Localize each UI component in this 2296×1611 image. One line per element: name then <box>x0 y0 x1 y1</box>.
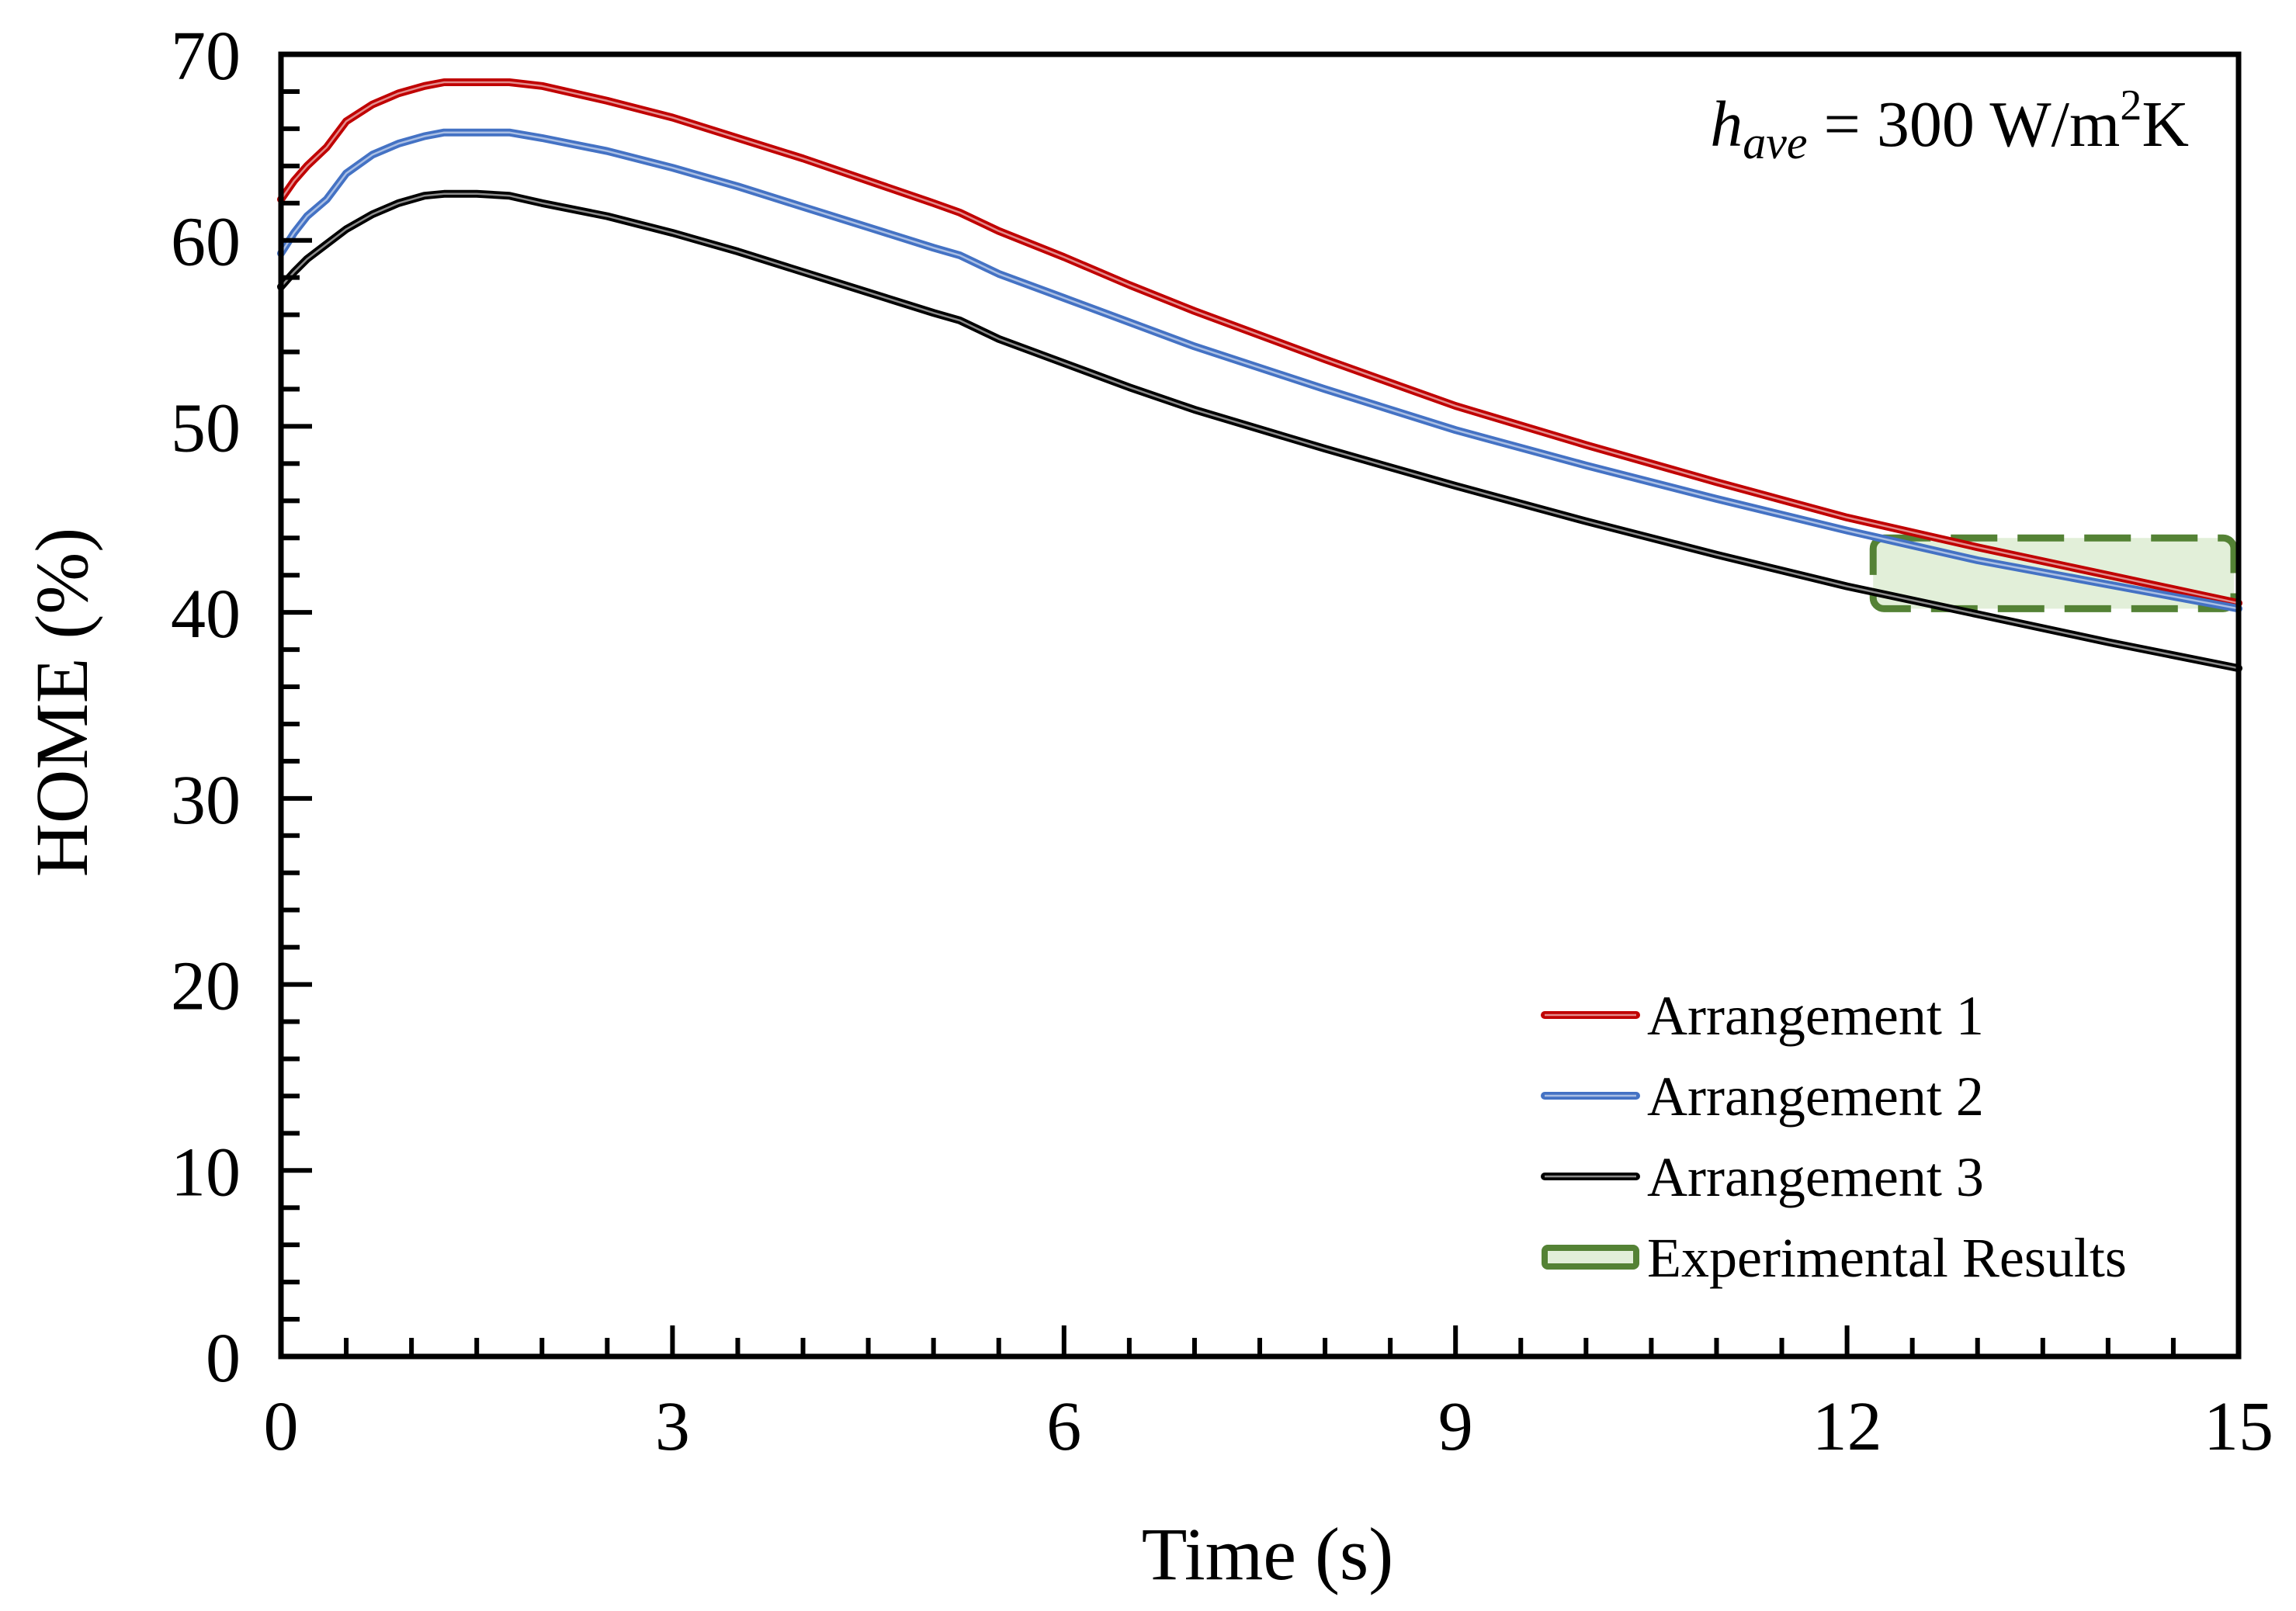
x-tick-label: 6 <box>1046 1388 1081 1465</box>
x-axis-title: Time (s) <box>1142 1512 1394 1595</box>
annotation-symbol: h <box>1710 88 1743 161</box>
arrangement-2-line-highlight <box>279 131 2240 610</box>
legend-label-arrangement-3: Arrangement 3 <box>1647 1146 1984 1208</box>
axes <box>278 51 2242 1360</box>
x-tick-label: 3 <box>655 1388 690 1465</box>
annotation-suffix: K <box>2142 88 2189 161</box>
y-tick-label: 0 <box>206 1320 241 1397</box>
legend: Arrangement 1 Arrangement 2 Arrangement 3 E… <box>1541 985 2127 1289</box>
y-tick-label: 20 <box>171 948 241 1025</box>
annotation-text: = 300 W/m <box>1808 88 2121 161</box>
y-tick-label: 60 <box>171 204 241 281</box>
legend-swatch-experimental <box>1542 1245 1639 1270</box>
h-ave-annotation: have = 300 W/m2K <box>1710 81 2189 168</box>
y-tick-label: 10 <box>171 1134 241 1211</box>
legend-label-arrangement-2: Arrangement 2 <box>1647 1065 1984 1128</box>
tick-labels: 0 3 6 9 12 15 0 10 20 30 40 50 60 70 <box>171 18 2273 1465</box>
legend-label-experimental: Experimental Results <box>1647 1227 2127 1289</box>
legend-label-arrangement-1: Arrangement 1 <box>1647 985 1984 1047</box>
y-tick-label: 40 <box>171 576 241 653</box>
x-tick-label: 15 <box>2204 1388 2273 1465</box>
annotation-subscript: ave <box>1743 117 1807 168</box>
y-tick-label: 50 <box>171 390 241 466</box>
arrangement-1-line-highlight <box>279 81 2240 605</box>
y-tick-label: 70 <box>171 18 241 95</box>
arrangement-3-line-highlight <box>279 192 2240 670</box>
y-axis-title: HOME (%) <box>20 528 103 878</box>
x-tick-label: 12 <box>1812 1388 1882 1465</box>
series-lines <box>277 78 2242 673</box>
x-tick-label: 9 <box>1438 1388 1473 1465</box>
x-tick-label: 0 <box>264 1388 299 1465</box>
annotation-superscript: 2 <box>2120 81 2142 130</box>
y-tick-label: 30 <box>171 762 241 839</box>
